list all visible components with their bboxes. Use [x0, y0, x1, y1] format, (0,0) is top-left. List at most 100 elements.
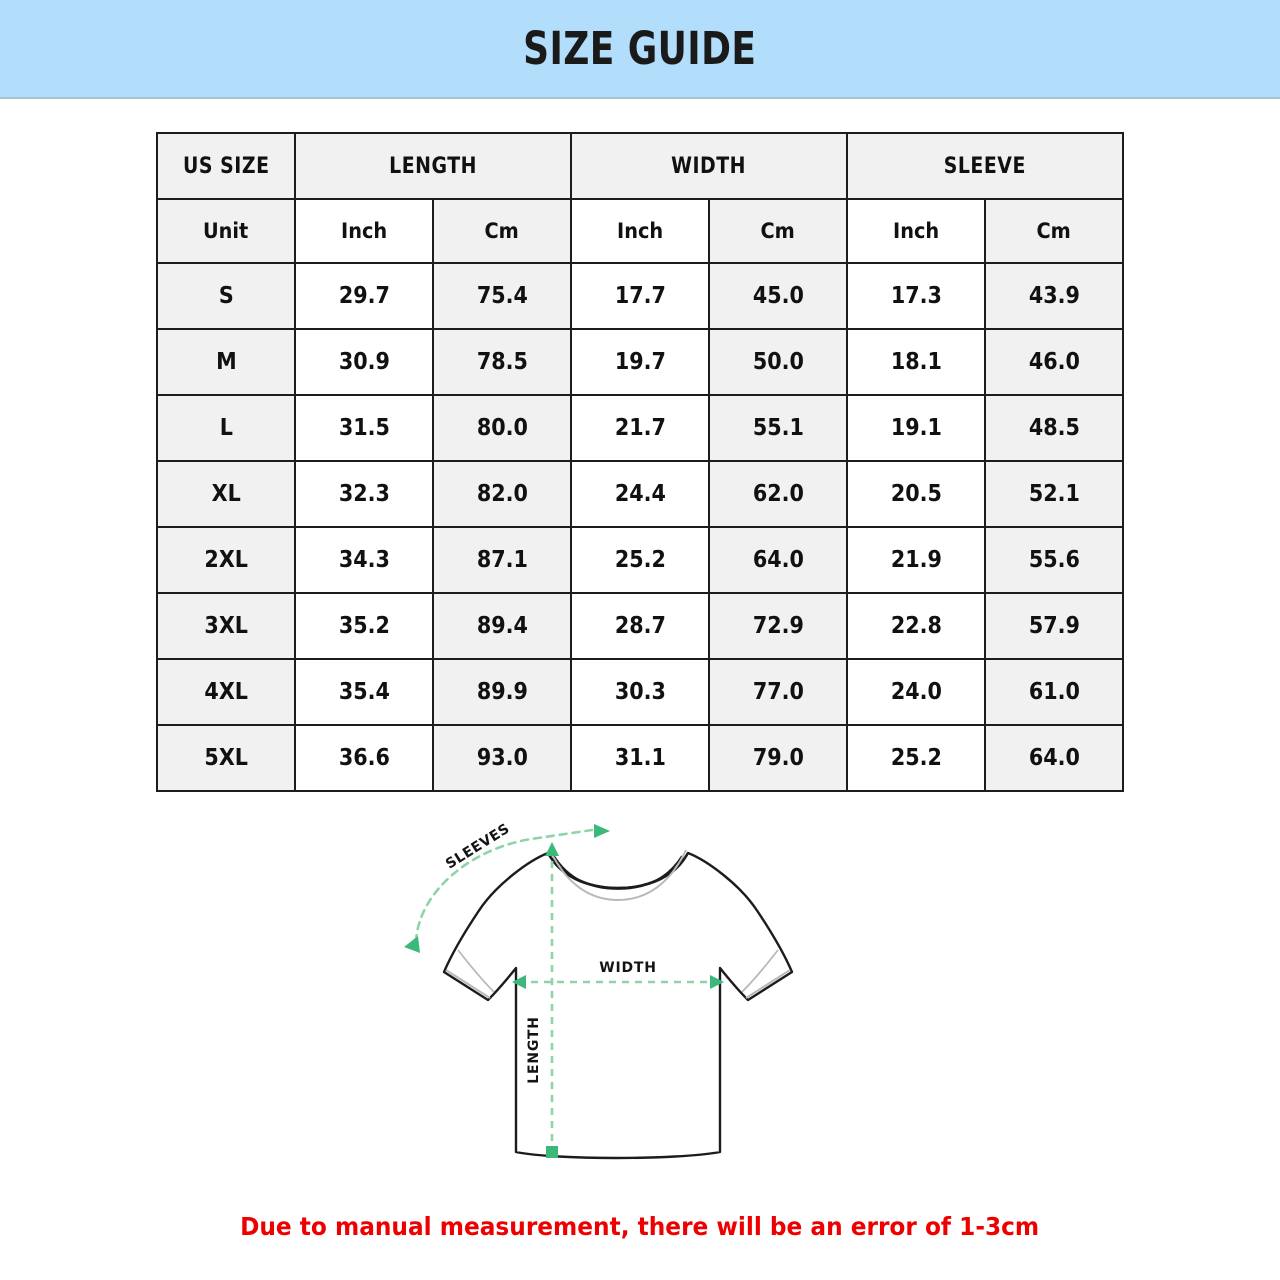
length-cm-cell: 75.4 [432, 262, 572, 330]
size-table-container: US SIZE LENGTH WIDTH SLEEVE Unit Inch [156, 132, 1125, 792]
sleeve-inch-cell: 24.0 [846, 658, 987, 726]
table-row: 5XL 36.6 93.0 31.1 79.0 25.2 64.0 [156, 724, 1125, 792]
width-arrow-left-icon [512, 975, 526, 989]
width-arrow-right-icon [710, 975, 724, 989]
length-guide: LENGTH [526, 842, 559, 1158]
table-row: L 31.5 80.0 21.7 55.1 19.1 48.5 [156, 394, 1125, 462]
length-cm-cell: 89.9 [432, 658, 572, 726]
tshirt-body-path [442, 851, 794, 1160]
length-cm-cell: 93.0 [432, 724, 572, 792]
length-arrow-bottom-icon [546, 1146, 558, 1158]
unit-header-width-cm: Cm [707, 198, 849, 264]
collar-back-arc [549, 849, 687, 902]
width-cm-cell: 45.0 [707, 262, 849, 330]
column-header-sleeve: SLEEVE [846, 132, 1125, 200]
left-cuff-hem [445, 969, 491, 999]
length-cm-cell: 80.0 [432, 394, 572, 462]
sleeve-inch-cell: 21.9 [846, 526, 987, 594]
width-inch-cell: 17.7 [570, 262, 710, 330]
width-cm-cell: 55.1 [707, 394, 849, 462]
length-inch-cell: 35.2 [294, 592, 434, 660]
size-cell: 2XL [156, 526, 296, 594]
length-cm-cell: 78.5 [432, 328, 572, 396]
column-header-us-size: US SIZE [156, 132, 296, 200]
sleeve-inch-cell: 18.1 [846, 328, 987, 396]
length-inch-cell: 31.5 [294, 394, 434, 462]
right-cuff-fold [741, 949, 779, 993]
width-inch-cell: 25.2 [570, 526, 710, 594]
table-row: 3XL 35.2 89.4 28.7 72.9 22.8 57.9 [156, 592, 1125, 660]
width-cm-cell: 72.9 [707, 592, 849, 660]
tshirt-diagram-container: SLEEVES [0, 800, 1280, 1200]
length-cm-cell: 87.1 [432, 526, 572, 594]
length-inch-cell: 36.6 [294, 724, 434, 792]
tshirt-measurement-diagram: SLEEVES [404, 821, 794, 1160]
sleeve-inch-cell: 25.2 [846, 724, 987, 792]
width-cm-cell: 77.0 [707, 658, 849, 726]
length-inch-cell: 35.4 [294, 658, 434, 726]
size-cell: XL [156, 460, 296, 528]
table-row: S 29.7 75.4 17.7 45.0 17.3 43.9 [156, 262, 1125, 330]
length-cm-cell: 89.4 [432, 592, 572, 660]
tshirt-outline [442, 849, 794, 1160]
unit-header-size: Unit [156, 198, 296, 264]
left-cuff-fold [457, 949, 495, 993]
sleeve-inch-cell: 19.1 [846, 394, 987, 462]
size-cell: L [156, 394, 296, 462]
length-label: LENGTH [526, 1016, 542, 1084]
collar-outer-path [547, 852, 689, 890]
width-inch-cell: 19.7 [570, 328, 710, 396]
width-inch-cell: 30.3 [570, 658, 710, 726]
sleeve-cm-cell: 43.9 [984, 262, 1125, 330]
sleeve-cm-cell: 64.0 [984, 724, 1125, 792]
size-cell: 5XL [156, 724, 296, 792]
sleeves-guide-line [414, 828, 594, 944]
length-arrow-top-icon [545, 842, 559, 856]
width-inch-cell: 21.7 [570, 394, 710, 462]
size-cell: M [156, 328, 296, 396]
sleeve-cm-cell: 46.0 [984, 328, 1125, 396]
page-title: SIZE GUIDE [523, 22, 757, 75]
header-band: SIZE GUIDE [0, 0, 1280, 99]
measurement-disclaimer: Due to manual measurement, there will be… [240, 1212, 1040, 1241]
unit-header-width-inch: Inch [570, 198, 710, 264]
size-table: US SIZE LENGTH WIDTH SLEEVE Unit Inch [156, 132, 1125, 792]
width-cm-cell: 79.0 [707, 724, 849, 792]
width-inch-cell: 31.1 [570, 724, 710, 792]
sleeve-inch-cell: 20.5 [846, 460, 987, 528]
width-cm-cell: 50.0 [707, 328, 849, 396]
table-group-header-row: US SIZE LENGTH WIDTH SLEEVE [156, 132, 1125, 200]
sleeve-cm-cell: 57.9 [984, 592, 1125, 660]
table-row: XL 32.3 82.0 24.4 62.0 20.5 52.1 [156, 460, 1125, 528]
sleeves-arrow-right-icon [594, 824, 610, 838]
column-header-width: WIDTH [569, 132, 849, 200]
unit-header-length-cm: Cm [432, 198, 572, 264]
size-cell: 4XL [156, 658, 296, 726]
unit-header-sleeve-cm: Cm [984, 198, 1125, 264]
length-cm-cell: 82.0 [432, 460, 572, 528]
table-row: 4XL 35.4 89.9 30.3 77.0 24.0 61.0 [156, 658, 1125, 726]
sleeve-cm-cell: 61.0 [984, 658, 1125, 726]
table-row: 2XL 34.3 87.1 25.2 64.0 21.9 55.6 [156, 526, 1125, 594]
width-inch-cell: 24.4 [570, 460, 710, 528]
length-inch-cell: 32.3 [294, 460, 434, 528]
length-inch-cell: 34.3 [294, 526, 434, 594]
table-row: M 30.9 78.5 19.7 50.0 18.1 46.0 [156, 328, 1125, 396]
width-label: WIDTH [599, 960, 657, 976]
length-inch-cell: 29.7 [294, 262, 434, 330]
column-header-length: LENGTH [294, 132, 572, 200]
sleeves-arrow-left-icon [404, 936, 420, 953]
sleeve-cm-cell: 55.6 [984, 526, 1125, 594]
width-inch-cell: 28.7 [570, 592, 710, 660]
unit-header-sleeve-inch: Inch [846, 198, 987, 264]
right-cuff-hem [745, 969, 791, 999]
sleeve-inch-cell: 17.3 [846, 262, 987, 330]
width-guide: WIDTH [512, 960, 724, 989]
width-cm-cell: 64.0 [707, 526, 849, 594]
sleeve-inch-cell: 22.8 [846, 592, 987, 660]
size-cell: 3XL [156, 592, 296, 660]
unit-header-length-inch: Inch [294, 198, 434, 264]
size-cell: S [156, 262, 296, 330]
size-table-body: S 29.7 75.4 17.7 45.0 17.3 43.9 M 30.9 78.5 19.7 50… [156, 262, 1125, 792]
